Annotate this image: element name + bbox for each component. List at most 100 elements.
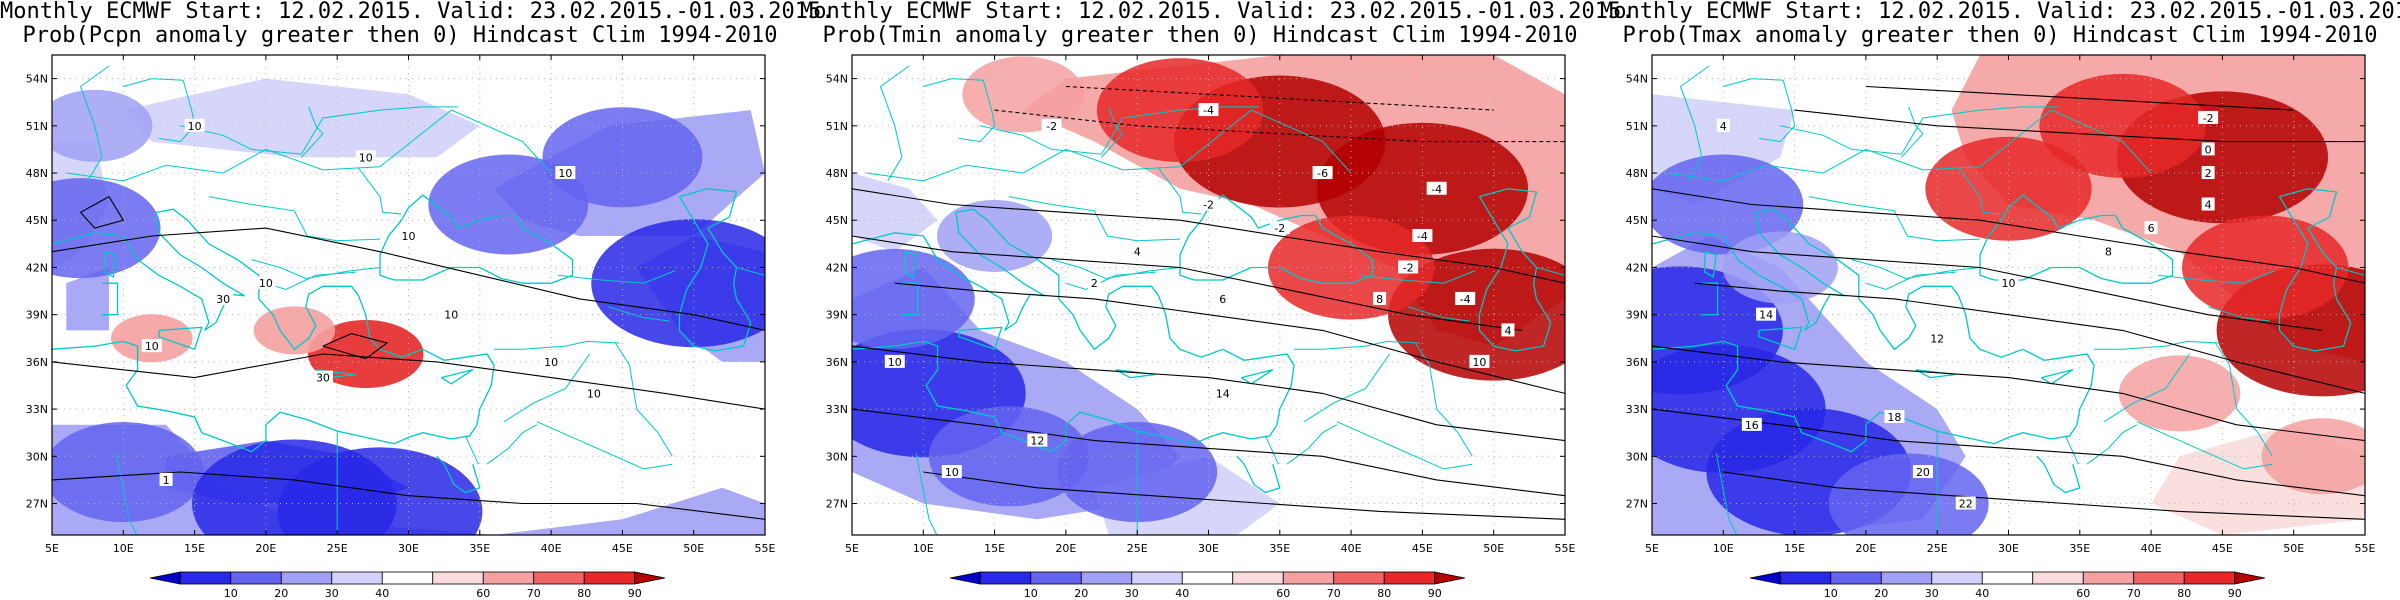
colorbar-segment (1830, 571, 1882, 585)
contour-label: 10 (359, 151, 373, 164)
colorbar-segment (1181, 571, 1234, 585)
contour-label: 12 (1030, 435, 1044, 448)
x-tick-label: 20E (1055, 542, 1076, 555)
panel-title-line1: Monthly ECMWF Start: 12.02.2015. Valid: … (800, 0, 1635, 24)
colorbar-label: 30 (325, 587, 339, 600)
y-tick-label: 39N (826, 309, 848, 322)
contour-label-box (2201, 197, 2215, 211)
panel-title-line1: Monthly ECMWF Start: 12.02.2015. Valid: … (1600, 0, 2400, 24)
map-plot-tmin: -2 -4 -6 -4 -2 -4 -2 2 4 6 8 10 12 14 10 -2 -4 4 10 5E 10E 15… (826, 54, 1576, 600)
country-border (1407, 306, 1470, 322)
panel-title-line2: Prob(Tmin anomaly greater then 0) Hindca… (822, 23, 1578, 48)
contour-label-box (2201, 142, 2215, 156)
colorbar-segment (1880, 571, 1933, 585)
contour-label-box (1927, 331, 1948, 345)
country-border (1286, 424, 1338, 465)
coastline (904, 251, 917, 278)
y-tick-label: 51N (26, 120, 48, 133)
colorbar-segment (381, 571, 434, 585)
colorbar-segment (230, 571, 282, 585)
colorbar-label: 40 (1175, 587, 1189, 600)
contour-label-box (2201, 166, 2215, 180)
colorbar-segment (432, 571, 484, 585)
contour-label-box (1741, 417, 1762, 431)
contour-line (1694, 282, 2365, 394)
probability-patch-high (1267, 215, 1435, 320)
contour-label: -4 (1431, 183, 1442, 196)
probability-patch-low (428, 154, 589, 255)
colorbar-segment (1383, 571, 1436, 585)
country-border (1294, 340, 1420, 350)
contour-label-box (1756, 307, 1777, 321)
colorbar-segment (149, 571, 181, 585)
x-tick-label: 5E (1645, 542, 1659, 555)
contour-label: 4 (2205, 199, 2212, 212)
contour-line (852, 345, 1565, 442)
colorbar-segment (2032, 571, 2084, 585)
contour-label: -2 (2203, 112, 2214, 125)
x-tick-label: 15E (1784, 542, 1805, 555)
contour-label-box (1216, 291, 1230, 305)
colorbar-label: 60 (1276, 587, 1290, 600)
country-border (486, 424, 538, 465)
colorbar-label: 40 (375, 587, 389, 600)
x-tick-label: 10E (113, 542, 134, 555)
colorbar-segment (331, 571, 383, 585)
colorbar-segment (1282, 571, 1335, 585)
contour-label-box (1412, 228, 1433, 242)
x-tick-label: 25E (1127, 542, 1148, 555)
contour-label: 0 (2205, 143, 2212, 156)
colorbar-label: 60 (476, 587, 490, 600)
x-tick-label: 40E (541, 542, 562, 555)
map-panel-tmin: Monthly ECMWF Start: 12.02.2015. Valid: … (800, 0, 1635, 600)
colorbar-label: 10 (1824, 587, 1838, 600)
contour-line (1652, 408, 2365, 497)
map-panel-tmax: Monthly ECMWF Start: 12.02.2015. Valid: … (1600, 0, 2400, 600)
contour-label-box (255, 276, 276, 290)
coastline (1758, 326, 1803, 351)
coastline (1979, 194, 2174, 284)
y-tick-label: 51N (1626, 120, 1648, 133)
contour-label: 8 (2105, 246, 2112, 259)
country-border (736, 267, 765, 276)
x-tick-label: 30E (398, 542, 419, 555)
country-border (1715, 453, 1738, 535)
country-border (1666, 109, 2152, 182)
contour-label-box (884, 354, 905, 368)
colorbar-segment (1434, 571, 1466, 585)
country-border (2094, 340, 2220, 350)
coastline (1179, 194, 1374, 284)
colorbar-segment (1779, 571, 1832, 585)
contour-label-box (1130, 244, 1144, 258)
country-border (2103, 353, 2191, 423)
x-tick-label: 55E (755, 542, 776, 555)
contour-label: 8 (1376, 293, 1383, 306)
coastline (1701, 282, 1719, 316)
colorbar-segment (482, 571, 535, 585)
country-border (1101, 106, 1124, 158)
colorbar-label: 80 (577, 587, 591, 600)
contour-label: 6 (2148, 222, 2155, 235)
contour-label: -4 (1203, 104, 1214, 117)
y-tick-label: 30N (1626, 450, 1648, 463)
contour-label: 10 (259, 277, 273, 290)
contour-label-box (1455, 291, 1476, 305)
contour-line (852, 188, 1565, 284)
contour-label: 30 (316, 372, 330, 385)
y-tick-label: 45N (1626, 214, 1648, 227)
colorbar-segment (2183, 571, 2236, 585)
contour-line (322, 333, 389, 360)
y-tick-label: 36N (826, 356, 848, 369)
country-border (180, 106, 459, 155)
contour-label: 18 (1887, 411, 1901, 424)
colorbar-label: 10 (1024, 587, 1038, 600)
country-border (503, 353, 591, 423)
contour-label-box (1269, 221, 1290, 235)
country-border (1265, 435, 1279, 465)
country-border (915, 453, 938, 535)
x-tick-label: 10E (913, 542, 934, 555)
y-tick-label: 36N (26, 356, 48, 369)
colorbar-segment (2133, 571, 2185, 585)
colorbar-segment (1749, 571, 1781, 585)
country-border (879, 65, 910, 182)
